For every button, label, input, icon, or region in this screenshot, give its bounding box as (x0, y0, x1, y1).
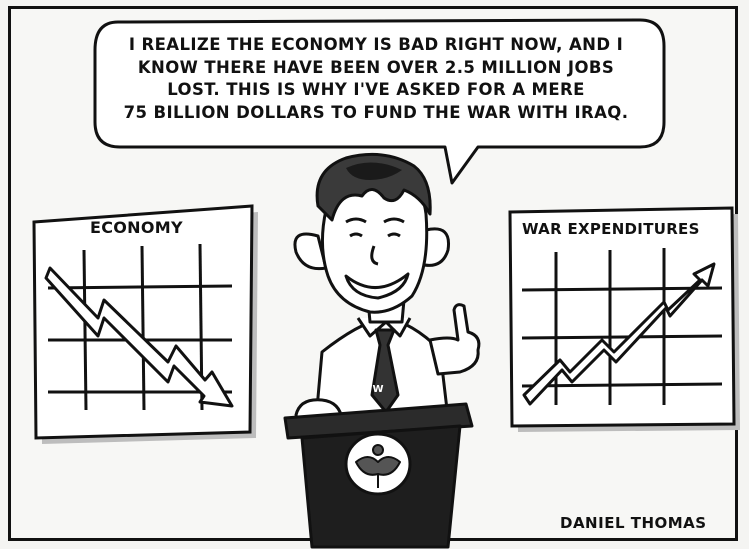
war-expenditures-chart-board (508, 206, 740, 432)
speech-line: KNOW THERE HAVE BEEN OVER 2.5 MILLION JO… (137, 57, 615, 77)
speaker-figure (293, 152, 481, 438)
economy-chart-title: ECONOMY (90, 218, 183, 237)
war-expenditures-chart-title: WAR EXPENDITURES (522, 220, 700, 238)
speech-line: LOST. THIS IS WHY I'VE ASKED FOR A MERE (167, 80, 585, 99)
speech-line: I REALIZE THE ECONOMY IS BAD RIGHT NOW, … (128, 35, 624, 54)
economy-chart-board (32, 204, 258, 444)
artist-signature: DANIEL THOMAS (560, 514, 707, 532)
speech-bubble (93, 18, 666, 185)
downward-arrow (44, 266, 234, 408)
upward-arrow (522, 262, 716, 406)
podium (283, 402, 474, 549)
speech-line: 75 BILLION DOLLARS TO FUND THE WAR WITH … (123, 102, 629, 122)
tie-letter: W (372, 384, 383, 395)
speech-bubble-text: I REALIZE THE ECONOMY IS BAD RIGHT NOW, … (106, 34, 646, 124)
